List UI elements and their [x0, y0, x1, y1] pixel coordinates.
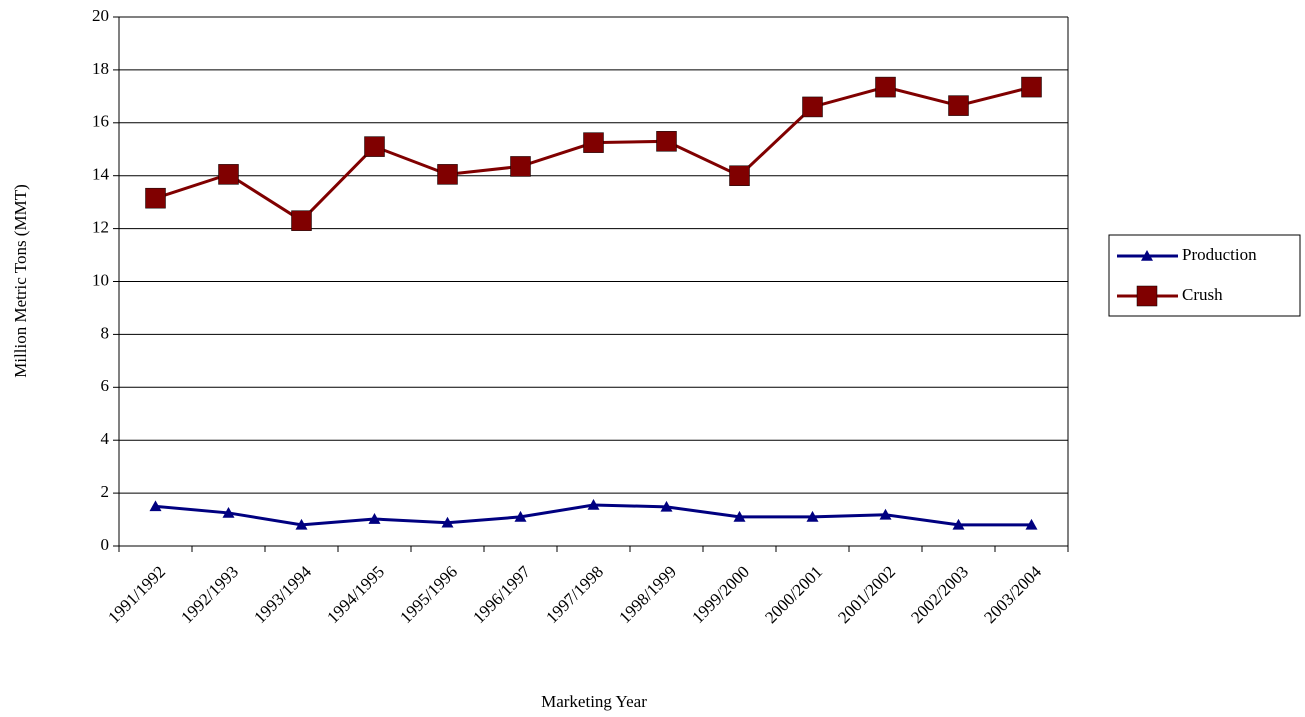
data-point: [729, 165, 750, 186]
data-point: [437, 164, 458, 185]
y-tick-label: 4: [101, 429, 110, 448]
data-point: [364, 136, 385, 157]
data-point: [656, 131, 677, 152]
data-point: [583, 132, 604, 153]
x-tick-label: 1996/1997: [469, 562, 534, 627]
legend-marker: [1136, 285, 1158, 307]
data-point: [510, 156, 531, 177]
data-point: [145, 187, 166, 209]
x-tick-label: 1991/1992: [104, 562, 169, 627]
y-tick-label: 16: [92, 112, 109, 131]
data-point: [218, 164, 239, 185]
data-point: [149, 500, 162, 512]
x-tick-label: 1994/1995: [323, 562, 388, 627]
data-point: [875, 76, 896, 98]
y-tick-label: 20: [92, 6, 109, 25]
data-point: [295, 518, 308, 530]
data-point: [802, 96, 823, 118]
x-tick-label: 2001/2002: [834, 562, 899, 627]
x-tick-label: 1998/1999: [615, 562, 680, 627]
y-tick-label: 12: [92, 218, 109, 237]
legend-marker: [1141, 250, 1153, 261]
x-tick-label: 1992/1993: [177, 562, 242, 627]
x-tick-label: 1993/1994: [250, 562, 315, 627]
x-tick-label: 1997/1998: [542, 562, 607, 627]
y-tick-label: 8: [101, 323, 110, 342]
data-point: [733, 510, 746, 522]
y-tick-label: 2: [101, 482, 110, 501]
legend-label: Production: [1182, 245, 1257, 264]
y-axis-title: Million Metric Tons (MMT): [11, 184, 30, 378]
data-point: [948, 95, 969, 116]
x-tick-label: 2002/2003: [907, 562, 972, 627]
data-point: [368, 513, 381, 524]
data-point: [1021, 76, 1042, 98]
y-tick-label: 18: [92, 59, 109, 78]
y-tick-label: 10: [92, 270, 109, 289]
y-tick-label: 0: [101, 535, 110, 554]
data-point: [291, 210, 312, 231]
y-tick-label: 14: [92, 165, 110, 184]
series-line: [155, 85, 1032, 223]
data-point: [879, 508, 892, 520]
x-tick-label: 2003/2004: [980, 562, 1045, 627]
x-tick-label: 1999/2000: [688, 562, 753, 627]
x-axis-title: Marketing Year: [541, 692, 647, 711]
data-point: [514, 510, 527, 522]
legend-label: Crush: [1182, 285, 1223, 304]
data-point: [660, 500, 673, 512]
data-point: [222, 506, 235, 518]
data-point: [806, 510, 819, 522]
data-point: [1025, 518, 1038, 530]
x-tick-label: 1995/1996: [396, 562, 461, 627]
x-tick-label: 2000/2001: [761, 562, 826, 627]
y-tick-label: 6: [101, 376, 110, 395]
data-point: [952, 518, 965, 530]
data-point: [587, 499, 600, 510]
data-point: [441, 516, 454, 528]
